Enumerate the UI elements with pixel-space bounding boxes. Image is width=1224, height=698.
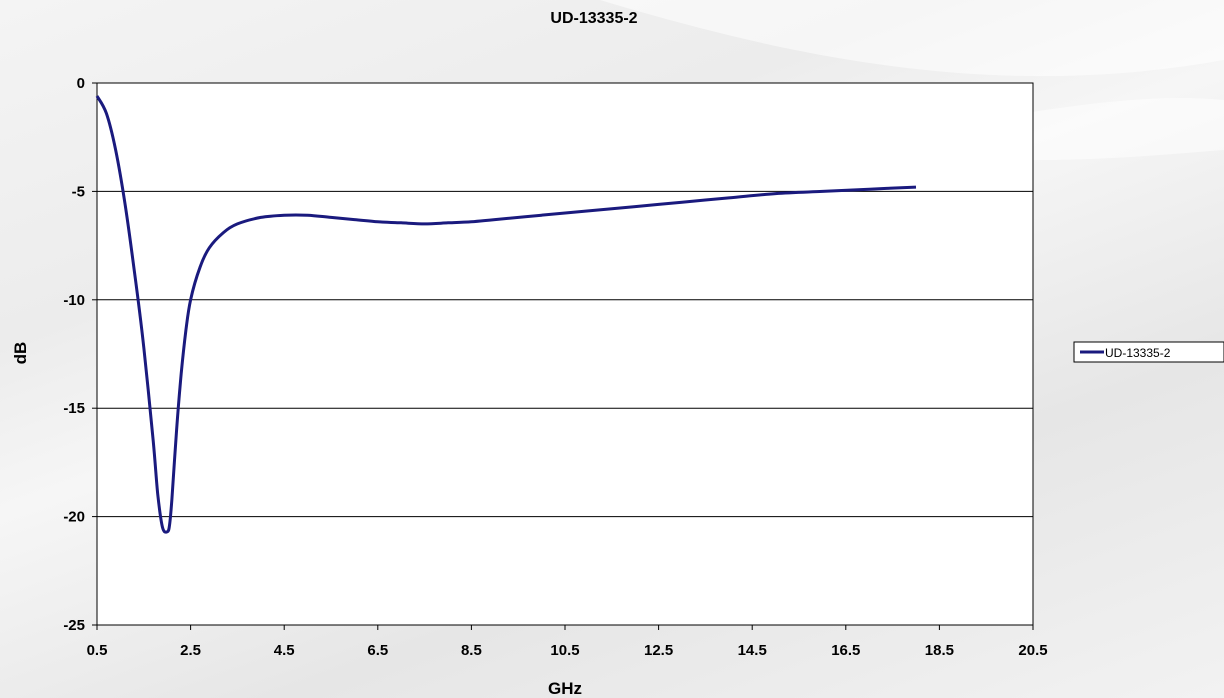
y-tick-label: -15 [63, 400, 85, 417]
y-axis-title: dB [11, 342, 30, 365]
y-tick-label: -5 [72, 183, 85, 200]
legend-label: UD-13335-2 [1105, 346, 1171, 360]
x-tick-label: 6.5 [367, 642, 388, 659]
y-tick-label: -10 [63, 292, 85, 309]
x-tick-label: 18.5 [925, 642, 954, 659]
x-tick-label: 4.5 [274, 642, 295, 659]
x-tick-label: 8.5 [461, 642, 482, 659]
x-axis-ticks: 0.5 2.5 4.5 6.5 8.5 10.5 12.5 14.5 16.5 18.5 20.5 [87, 625, 1048, 659]
chart-title: UD-13335-2 [550, 10, 637, 27]
grid-lines [97, 190, 1033, 518]
series-line [95, 95, 917, 534]
y-tick-label: 0 [77, 75, 85, 92]
y-tick-label: -25 [63, 617, 85, 634]
x-tick-label: 12.5 [644, 642, 673, 659]
y-tick-label: -20 [63, 509, 85, 526]
x-tick-label: 10.5 [550, 642, 579, 659]
x-tick-label: 0.5 [87, 642, 108, 659]
x-axis-title: GHz [548, 679, 582, 698]
legend-box [1073, 341, 1224, 363]
x-tick-label: 2.5 [180, 642, 201, 659]
x-tick-label: 14.5 [738, 642, 767, 659]
plot-area [96, 82, 1034, 626]
y-axis-ticks: 0 -5 -10 -15 -20 -25 [63, 75, 97, 634]
x-tick-label: 20.5 [1018, 642, 1047, 659]
x-tick-label: 16.5 [831, 642, 860, 659]
legend: UD-13335-2 [1073, 341, 1224, 363]
